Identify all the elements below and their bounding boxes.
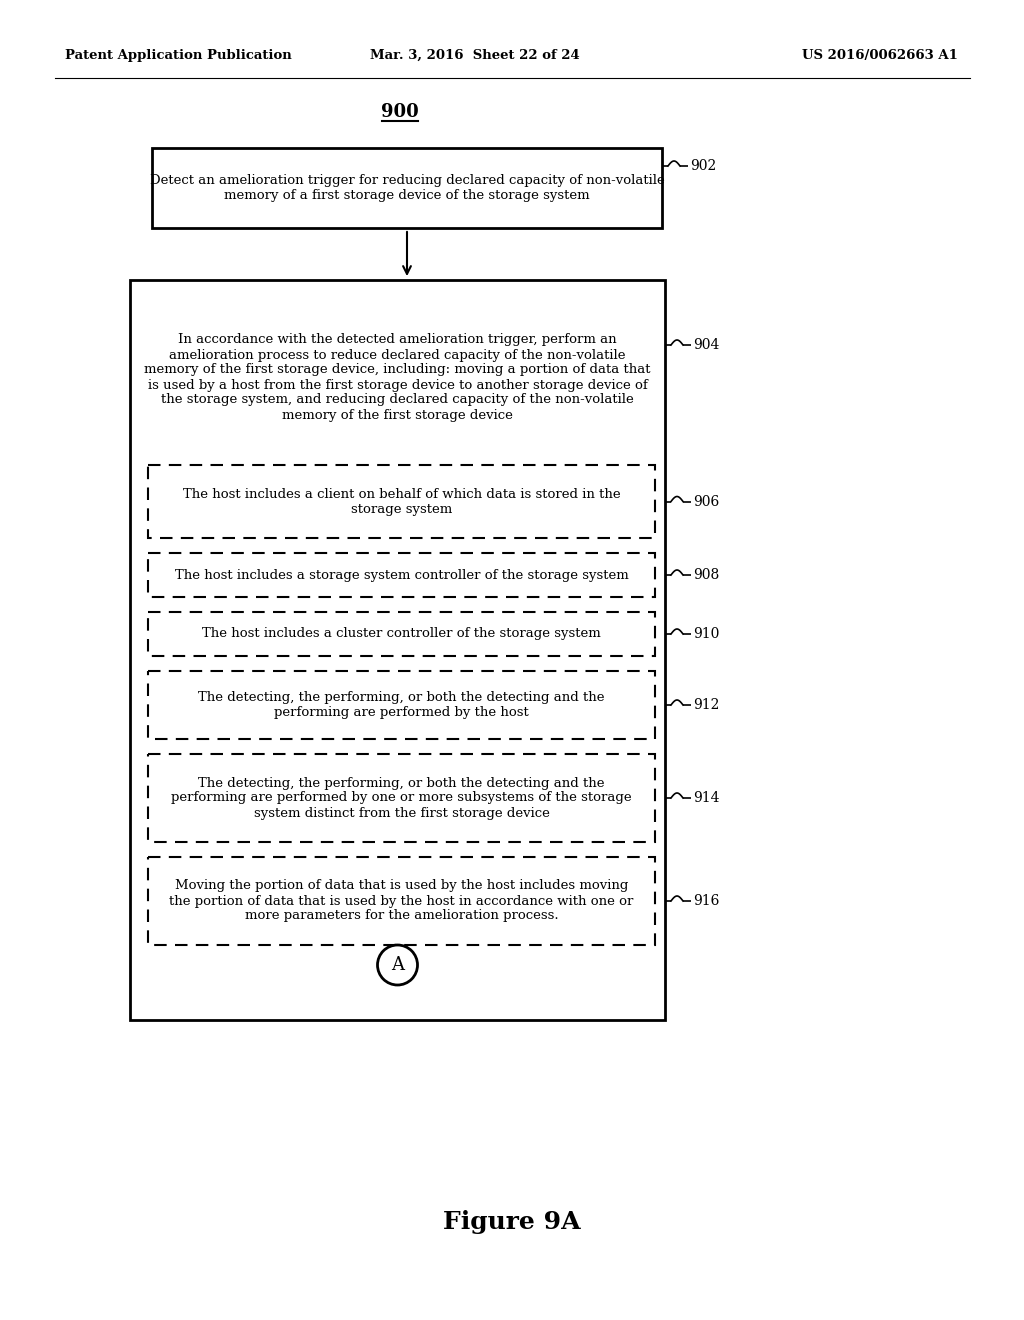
- Text: Detect an amelioration trigger for reducing declared capacity of non-volatile
me: Detect an amelioration trigger for reduc…: [150, 174, 665, 202]
- Circle shape: [378, 945, 418, 985]
- Text: 916: 916: [693, 894, 720, 908]
- Text: The detecting, the performing, or both the detecting and the
performing are perf: The detecting, the performing, or both t…: [199, 690, 605, 719]
- Bar: [148, 465, 655, 539]
- Text: 902: 902: [690, 158, 716, 173]
- Text: Figure 9A: Figure 9A: [443, 1210, 581, 1234]
- Text: 914: 914: [693, 791, 720, 805]
- Text: The host includes a client on behalf of which data is stored in the
storage syst: The host includes a client on behalf of …: [182, 487, 621, 516]
- Text: Mar. 3, 2016  Sheet 22 of 24: Mar. 3, 2016 Sheet 22 of 24: [370, 49, 580, 62]
- Text: The host includes a cluster controller of the storage system: The host includes a cluster controller o…: [202, 627, 601, 640]
- Text: 904: 904: [693, 338, 720, 352]
- Text: The host includes a storage system controller of the storage system: The host includes a storage system contr…: [175, 569, 629, 582]
- Text: 900: 900: [381, 103, 419, 121]
- Text: Patent Application Publication: Patent Application Publication: [65, 49, 292, 62]
- Text: In accordance with the detected amelioration trigger, perform an
amelioration pr: In accordance with the detected ameliora…: [144, 334, 650, 421]
- Bar: [152, 148, 662, 228]
- Text: 910: 910: [693, 627, 720, 642]
- Bar: [148, 671, 655, 739]
- Text: 908: 908: [693, 568, 719, 582]
- Text: The detecting, the performing, or both the detecting and the
performing are perf: The detecting, the performing, or both t…: [171, 776, 632, 820]
- Bar: [148, 612, 655, 656]
- Bar: [148, 754, 655, 842]
- Text: 906: 906: [693, 495, 719, 508]
- Text: US 2016/0062663 A1: US 2016/0062663 A1: [802, 49, 958, 62]
- Bar: [148, 553, 655, 597]
- Bar: [148, 857, 655, 945]
- Text: A: A: [391, 956, 404, 974]
- Text: 912: 912: [693, 698, 720, 711]
- Bar: [130, 280, 665, 1020]
- Text: Moving the portion of data that is used by the host includes moving
the portion : Moving the portion of data that is used …: [169, 879, 634, 923]
